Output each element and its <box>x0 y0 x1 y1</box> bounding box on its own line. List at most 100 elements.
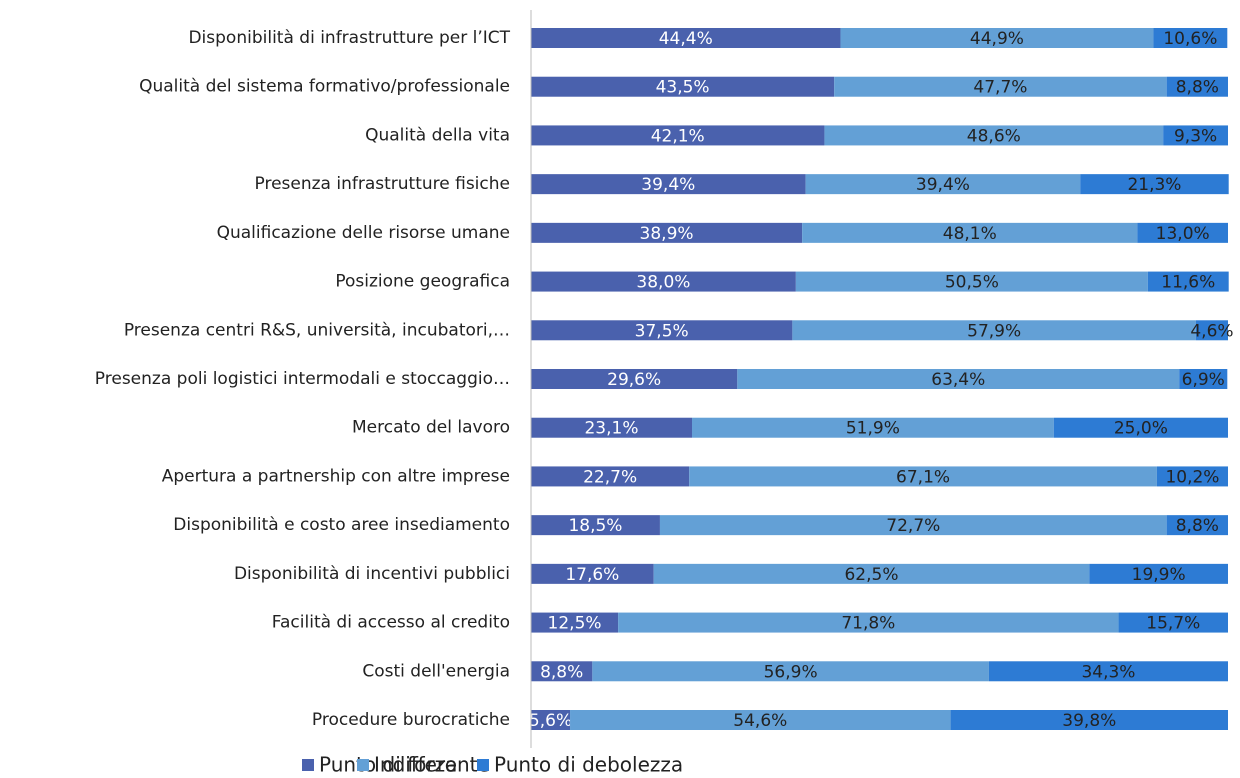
value-label: 44,9% <box>970 29 1024 49</box>
category-label: Presenza centri R&S, università, incubat… <box>124 320 510 340</box>
bar-segment <box>737 369 1180 389</box>
bar-segment <box>1147 271 1229 292</box>
value-label: 4,6% <box>1190 321 1233 341</box>
category-label: Disponibilità di incentivi pubblici <box>234 564 510 584</box>
bar-segment <box>1166 515 1228 536</box>
value-label: 43,5% <box>656 78 710 98</box>
bar-segment <box>1166 76 1228 97</box>
value-label: 18,5% <box>568 516 622 536</box>
bar-segment <box>988 661 1228 682</box>
value-label: 34,3% <box>1081 662 1135 682</box>
bar-segment <box>531 76 835 97</box>
value-label: 9,3% <box>1174 126 1217 146</box>
value-label: 6,9% <box>1182 370 1225 390</box>
bar-segment <box>531 466 690 487</box>
bar-segment <box>570 710 951 730</box>
value-label: 54,6% <box>733 711 787 731</box>
value-label: 13,0% <box>1156 224 1210 244</box>
value-label: 10,6% <box>1163 29 1217 49</box>
bar-segment <box>531 125 825 146</box>
value-label: 37,5% <box>635 321 689 341</box>
value-label: 38,9% <box>640 224 694 244</box>
bar-segment <box>653 563 1090 584</box>
value-label: 19,9% <box>1132 565 1186 585</box>
bar-segment <box>1053 417 1228 438</box>
legend-swatch <box>477 759 489 771</box>
category-label: Mercato del lavoro <box>352 418 510 438</box>
bar-segment <box>531 222 803 243</box>
category-label: Procedure burocratiche <box>312 710 510 730</box>
category-label: Apertura a partnership con altre imprese <box>162 466 510 486</box>
value-label: 22,7% <box>583 467 637 487</box>
value-label: 42,1% <box>651 126 705 146</box>
bar-segment <box>1179 369 1228 389</box>
value-label: 67,1% <box>896 467 950 487</box>
bar-segment <box>659 515 1167 536</box>
bar-segment <box>792 320 1196 341</box>
bar-segment <box>1153 28 1228 48</box>
bar-segment <box>531 515 660 536</box>
category-label: Disponibilità di infrastrutture per l’IC… <box>188 28 510 48</box>
category-label: Presenza poli logistici intermodali e st… <box>95 369 510 389</box>
value-label: 10,2% <box>1165 467 1219 487</box>
bar-segment <box>1163 125 1228 146</box>
value-label: 39,4% <box>916 175 970 195</box>
category-label: Costi dell'energia <box>362 661 510 681</box>
bar-segment <box>1137 222 1228 243</box>
category-label: Qualità della vita <box>365 125 510 145</box>
legend-label: Punto di debolezza <box>494 753 683 775</box>
bar-segment <box>692 417 1054 438</box>
value-label: 57,9% <box>967 321 1021 341</box>
bar-segment <box>834 76 1167 97</box>
legend-swatch <box>302 759 314 771</box>
value-label: 39,4% <box>641 175 695 195</box>
bar-segment <box>531 417 693 438</box>
value-label: 51,9% <box>846 419 900 439</box>
value-label: 12,5% <box>548 614 602 634</box>
value-label: 11,6% <box>1161 273 1215 293</box>
bar-segment <box>689 466 1157 487</box>
value-label: 5,6% <box>529 711 572 731</box>
bar-segment <box>802 222 1138 243</box>
bar-segment <box>1195 320 1228 341</box>
bar-segment <box>1118 612 1228 633</box>
bar-segment <box>531 661 593 682</box>
bar-segment <box>531 271 796 292</box>
value-label: 25,0% <box>1114 419 1168 439</box>
bar-segment <box>531 320 793 341</box>
bar-segment <box>1080 174 1229 195</box>
value-label: 62,5% <box>844 565 898 585</box>
bar-segment <box>950 710 1228 730</box>
bar-segment <box>531 369 738 389</box>
bar-segment <box>795 271 1148 292</box>
value-label: 23,1% <box>584 419 638 439</box>
bar-segment <box>531 28 841 48</box>
value-label: 56,9% <box>764 662 818 682</box>
value-label: 63,4% <box>931 370 985 390</box>
value-label: 38,0% <box>636 273 690 293</box>
value-label: 39,8% <box>1062 711 1116 731</box>
category-label: Presenza infrastrutture fisiche <box>255 174 511 194</box>
category-label: Disponibilità e costo aree insediamento <box>173 515 510 535</box>
legend-swatch <box>357 759 369 771</box>
bar-segment <box>1156 466 1228 487</box>
bar-segment <box>531 563 654 584</box>
bar-segment <box>531 612 619 633</box>
value-label: 50,5% <box>945 273 999 293</box>
value-label: 8,8% <box>1176 516 1219 536</box>
category-label: Facilità di accesso al credito <box>272 613 510 633</box>
bar-segment <box>840 28 1154 48</box>
value-label: 48,1% <box>943 224 997 244</box>
value-label: 21,3% <box>1127 175 1181 195</box>
bar-segment <box>824 125 1164 146</box>
value-label: 47,7% <box>973 78 1027 98</box>
value-label: 29,6% <box>607 370 661 390</box>
category-label: Posizione geografica <box>335 272 510 292</box>
value-label: 72,7% <box>886 516 940 536</box>
value-label: 15,7% <box>1146 614 1200 634</box>
value-label: 8,8% <box>540 662 583 682</box>
value-label: 44,4% <box>659 29 713 49</box>
bar-segment <box>618 612 1119 633</box>
bar-segment <box>592 661 989 682</box>
